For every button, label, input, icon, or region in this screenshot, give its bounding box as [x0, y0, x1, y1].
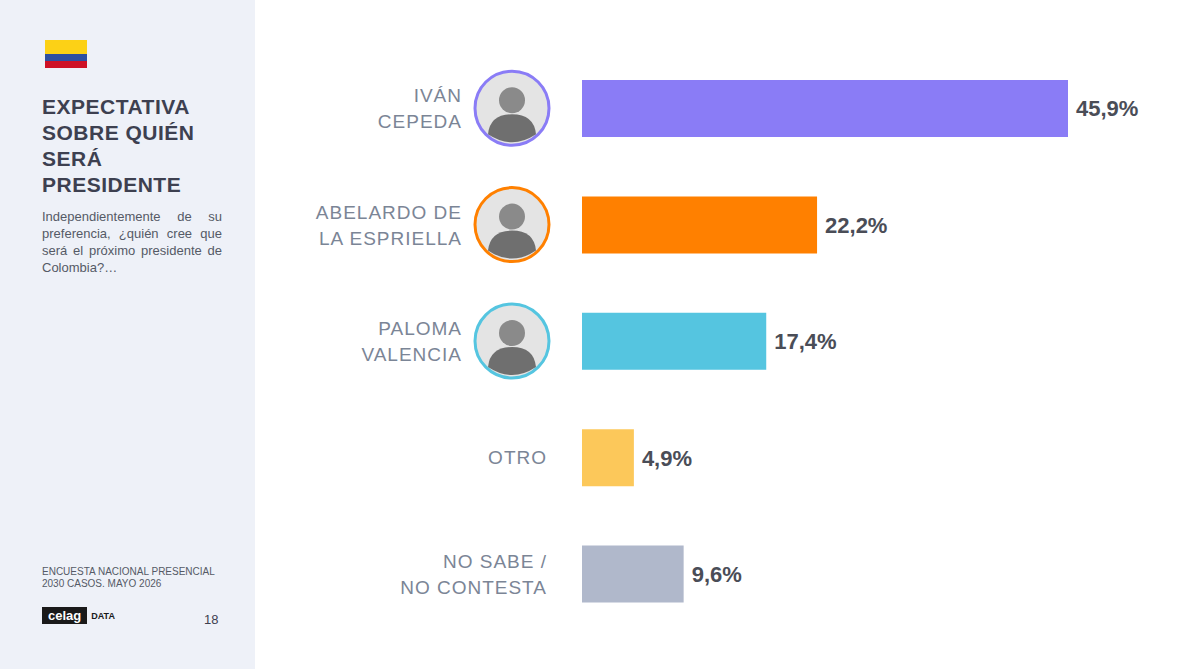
html-text:DATA: DATA	[91, 610, 115, 621]
svg-text:NO CONTESTA: NO CONTESTA	[400, 577, 547, 598]
html-text:2030 CASOS. MAYO 2026: 2030 CASOS. MAYO 2026	[42, 578, 162, 589]
html-text:celag: celag	[48, 608, 82, 623]
svg-text:LA ESPRIELLA: LA ESPRIELLA	[319, 228, 462, 249]
svg-text:CEPEDA: CEPEDA	[378, 111, 462, 132]
html-text:ENCUESTA NACIONAL PRESENCIAL: ENCUESTA NACIONAL PRESENCIAL	[42, 566, 215, 577]
svg-text:NO SABE /: NO SABE /	[443, 551, 547, 572]
html-text:Independientemente de su prefe: Independientemente de su preferencia, ¿q…	[42, 209, 222, 275]
html-text:18: 18	[204, 612, 219, 627]
svg-text:4,9%: 4,9%	[642, 446, 692, 471]
svg-text:IVÁN: IVÁN	[414, 85, 462, 106]
html-text:EXPECTATIVA SOBRE QUIÉN SERÁ P: EXPECTATIVA SOBRE QUIÉN SERÁ PRESIDENTE	[42, 95, 195, 196]
svg-text:ABELARDO DE: ABELARDO DE	[316, 202, 462, 223]
svg-text:17,4%: 17,4%	[774, 329, 836, 354]
svg-text:OTRO: OTRO	[488, 447, 547, 468]
svg-text:VALENCIA: VALENCIA	[361, 344, 462, 365]
svg-text:9,6%: 9,6%	[692, 562, 742, 587]
svg-text:22,2%: 22,2%	[825, 213, 887, 238]
svg-text:PALOMA: PALOMA	[378, 318, 462, 339]
svg-text:45,9%: 45,9%	[1076, 96, 1138, 121]
